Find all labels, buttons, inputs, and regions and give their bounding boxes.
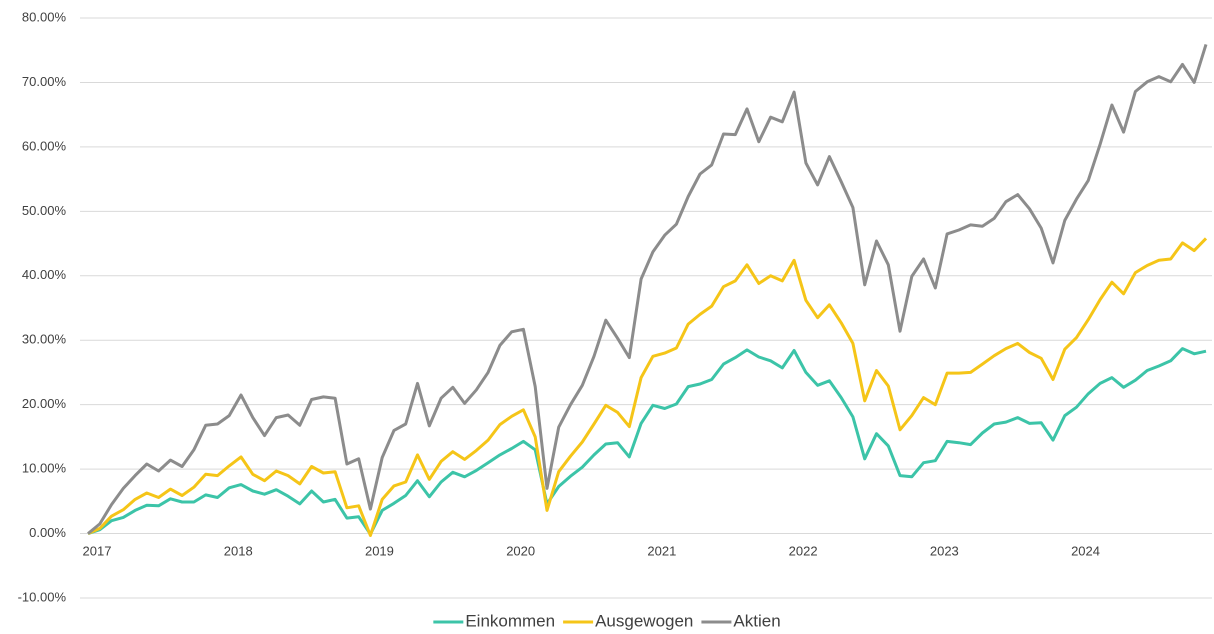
y-tick-label: 0.00%	[29, 525, 66, 540]
x-tick-label: 2020	[506, 543, 535, 558]
legend-label: Einkommen	[465, 611, 555, 630]
y-tick-label: 80.00%	[22, 9, 67, 24]
y-tick-label: 40.00%	[22, 267, 67, 282]
x-tick-label: 2019	[365, 543, 394, 558]
legend-label: Aktien	[733, 611, 780, 630]
y-tick-label: 70.00%	[22, 74, 67, 89]
x-tick-label: 2024	[1071, 543, 1100, 558]
x-tick-label: 2023	[930, 543, 959, 558]
x-tick-label: 2017	[83, 543, 112, 558]
series-line	[87, 347, 1207, 536]
series-line	[87, 43, 1208, 535]
y-tick-label: 60.00%	[22, 138, 67, 153]
x-tick-label: 2021	[647, 543, 676, 558]
x-tick-label: 2022	[789, 543, 818, 558]
y-tick-label: 30.00%	[22, 332, 67, 347]
legend-label: Ausgewogen	[595, 611, 693, 630]
y-tick-label: 10.00%	[22, 461, 67, 476]
y-tick-label: 20.00%	[22, 396, 67, 411]
x-tick-label: 2018	[224, 543, 253, 558]
y-tick-label: 50.00%	[22, 203, 67, 218]
series-line	[87, 237, 1208, 537]
y-tick-label: -10.00%	[18, 589, 67, 604]
